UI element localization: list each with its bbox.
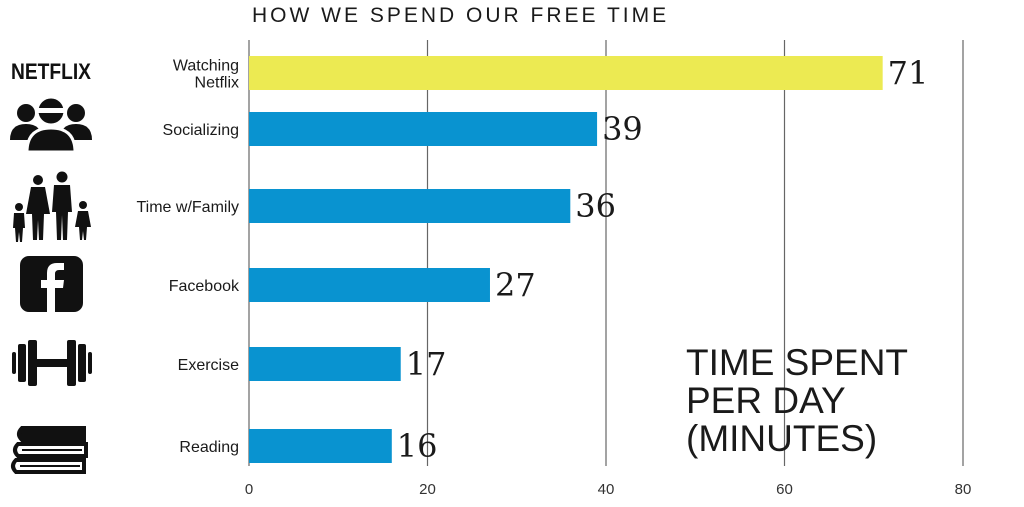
- bar: [249, 112, 598, 146]
- x-tick-label: 40: [598, 481, 615, 498]
- category-label: Socializing: [163, 122, 239, 139]
- x-tick-label: 0: [245, 481, 253, 498]
- bar-value-label: 16: [397, 427, 438, 465]
- bar-value-label: 17: [406, 345, 447, 383]
- category-label: Exercise: [178, 357, 239, 374]
- bar-value-label: 36: [575, 187, 616, 225]
- bar-value-label: 27: [495, 266, 536, 304]
- people-group-icon: [10, 95, 92, 154]
- x-tick-label: 20: [419, 481, 436, 498]
- dumbbell-icon: [12, 340, 92, 386]
- chart-title: HOW WE SPEND OUR FREE TIME: [252, 4, 670, 27]
- bar: [249, 268, 490, 302]
- labels: 0 20 40 60 80 71 Watching Netflix 39 Socializing 3…: [136, 54, 971, 498]
- x-tick-label: 60: [776, 481, 793, 498]
- books-icon: [11, 426, 88, 474]
- x-tick-label: 80: [955, 481, 972, 498]
- facebook-icon: [20, 256, 83, 312]
- category-label: Time w/Family: [136, 199, 239, 216]
- svg-text:NETFLIX: NETFLIX: [11, 59, 91, 84]
- family-icon: [13, 171, 91, 242]
- bar: [249, 347, 401, 381]
- category-label: Facebook: [169, 278, 240, 295]
- bar-value-label: 71: [888, 54, 929, 92]
- bars: [249, 56, 883, 463]
- category-label: Watching Netflix: [173, 58, 239, 92]
- category-label: Reading: [179, 439, 239, 456]
- bar-value-label: 39: [602, 110, 643, 148]
- units-annotation: TIME SPENT PER DAY (MINUTES): [686, 342, 909, 459]
- bar: [249, 56, 883, 90]
- netflix-logo: NETFLIX: [11, 59, 91, 84]
- grid-lines: [248, 40, 964, 466]
- bar: [249, 429, 392, 463]
- bar: [249, 189, 571, 223]
